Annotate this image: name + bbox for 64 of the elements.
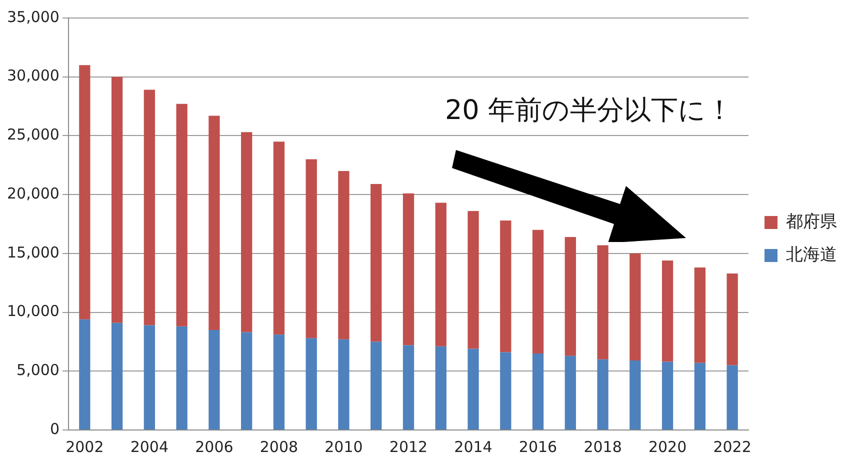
bar (564, 356, 576, 430)
y-tick-label: 25,000 (6, 126, 60, 144)
bar (273, 142, 285, 335)
bar (306, 338, 317, 430)
bar (500, 352, 512, 430)
bar (144, 90, 156, 326)
bar (370, 184, 382, 342)
x-tick-label: 2006 (195, 438, 234, 456)
bar (306, 159, 317, 338)
bar (435, 202, 446, 346)
bar (176, 326, 188, 430)
bar (726, 365, 738, 430)
bar (597, 245, 608, 360)
x-tick-label: 2012 (389, 438, 428, 456)
bar (208, 330, 220, 430)
y-tick-label: 35,000 (6, 8, 60, 26)
x-tick-label: 2020 (648, 438, 687, 456)
bar (662, 362, 674, 430)
bar (726, 273, 738, 366)
x-tick-label: 2018 (584, 438, 622, 456)
x-tick-label: 2010 (324, 438, 363, 456)
bar (79, 319, 90, 430)
x-tick-label: 2014 (454, 438, 492, 456)
bar (338, 171, 350, 340)
bar (176, 104, 188, 326)
bar (111, 76, 123, 323)
x-tick-label: 2008 (260, 438, 298, 456)
bar (597, 359, 608, 430)
annotation: 20 年前の半分以下に！ (445, 94, 733, 128)
y-tick-label: 10,000 (6, 302, 60, 320)
bar (338, 339, 350, 430)
bar (532, 230, 544, 354)
bar (630, 253, 641, 361)
bar (402, 193, 414, 346)
bar (564, 236, 576, 356)
legend-label: 北海道 (786, 244, 837, 265)
bar (79, 65, 90, 320)
bar (208, 116, 220, 330)
y-tick-label: 30,000 (6, 66, 60, 85)
bar (111, 322, 123, 430)
bar (532, 353, 544, 430)
legend-label: 都府県 (786, 212, 837, 232)
bar (241, 132, 252, 332)
x-tick-label: 2004 (130, 438, 169, 456)
bar (241, 332, 252, 430)
bar (435, 346, 446, 430)
bar (500, 220, 512, 352)
bar (468, 211, 479, 349)
bar (662, 260, 674, 362)
y-tick-label: 5,000 (16, 361, 60, 380)
bar (370, 342, 382, 430)
x-tick-label: 2016 (518, 438, 558, 456)
x-tick-label: 2022 (713, 438, 752, 456)
bar (273, 334, 285, 430)
x-tick-label: 2002 (66, 438, 104, 456)
bar (468, 348, 479, 430)
y-tick-label: 20,000 (6, 184, 60, 202)
bar (630, 360, 641, 430)
y-tick-label: 0 (50, 420, 60, 438)
bar (694, 362, 706, 430)
bar (144, 325, 156, 430)
bar (402, 345, 414, 430)
bar (694, 268, 706, 363)
y-tick-label: 15,000 (6, 243, 60, 262)
